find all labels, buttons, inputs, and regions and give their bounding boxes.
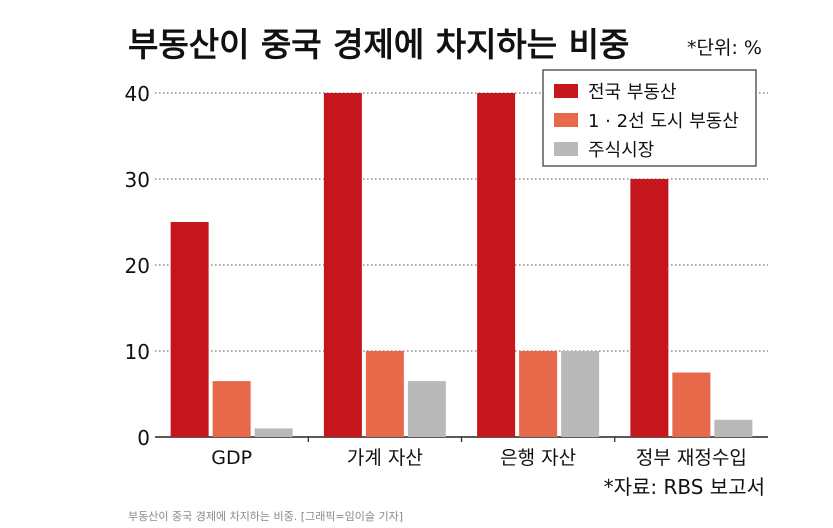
- x-tick-label: GDP: [211, 447, 252, 469]
- bar: [323, 93, 362, 437]
- bar: [519, 351, 558, 437]
- legend-label: 1 · 2선 도시 부동산: [588, 111, 739, 132]
- legend-swatch: [554, 84, 578, 98]
- legend-swatch: [554, 113, 578, 127]
- unit-note: *단위: %: [687, 37, 762, 59]
- legend-box: [542, 69, 757, 167]
- bar: [254, 428, 293, 437]
- y-tick-label: 40: [125, 82, 150, 106]
- bar: [630, 179, 669, 437]
- bar: [407, 381, 446, 437]
- x-tick-label: 정부 재정수입: [636, 447, 747, 469]
- bar: [477, 93, 516, 437]
- source-note: *자료: RBS 보고서: [604, 475, 765, 499]
- bar-chart: 부동산이 중국 경제에 차지하는 비중 *단위: % 0 10 20 30 40 GDP 가…: [125, 25, 768, 499]
- image-caption: 부동산이 중국 경제에 차지하는 비중. [그래픽=임이슬 기자]: [128, 510, 404, 523]
- bar-layer: [170, 93, 753, 437]
- y-tick-label: 30: [125, 168, 150, 192]
- y-tick-label: 20: [125, 254, 150, 278]
- x-tick-label: 가계 자산: [347, 447, 423, 469]
- bar: [561, 351, 600, 437]
- legend-label: 주식시장: [588, 140, 654, 161]
- legend-label: 전국 부동산: [588, 82, 677, 103]
- y-tick-label: 10: [125, 340, 150, 364]
- chart-title: 부동산이 중국 경제에 차지하는 비중: [128, 25, 629, 64]
- bar: [714, 419, 753, 437]
- bar: [672, 372, 711, 437]
- x-tick-label: 은행 자산: [500, 447, 576, 469]
- legend-swatch: [554, 142, 578, 156]
- bar: [212, 381, 251, 437]
- bar: [170, 222, 209, 437]
- bar: [365, 351, 404, 437]
- y-tick-label: 0: [137, 426, 150, 450]
